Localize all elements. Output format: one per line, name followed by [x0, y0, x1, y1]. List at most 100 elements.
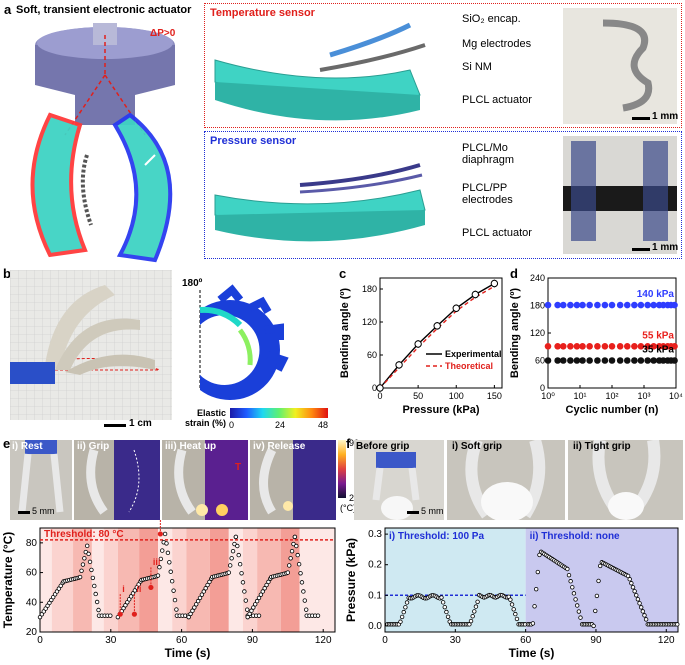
e-colorbar-unit: (°C): [340, 503, 357, 513]
data-point: [470, 614, 475, 619]
data-point: [566, 572, 572, 578]
data-point: [594, 342, 601, 350]
temp-scale-label: 1 mm: [652, 111, 679, 122]
data-point: [594, 301, 601, 309]
series-label: 35 kPa: [642, 345, 674, 356]
colorbar-tick-0: 0: [229, 420, 235, 430]
data-point: [642, 613, 647, 618]
colorbar-title-0: Elastic: [196, 408, 226, 418]
data-point: [594, 593, 600, 599]
step-rest: i) Rest: [12, 441, 43, 452]
y-tick-label: 120: [362, 317, 377, 327]
y-axis-label: Bending angle (º): [339, 288, 351, 379]
panel-f-letter: f: [346, 436, 351, 451]
step-release: iv) Release: [253, 441, 306, 452]
photo-grip: [74, 440, 160, 520]
panel-d-letter: d: [510, 266, 518, 281]
data-point: [240, 580, 246, 585]
pressure-sensor-box: [204, 131, 682, 259]
data-point: [597, 563, 603, 569]
data-point: [671, 357, 678, 364]
data-point: [468, 618, 474, 624]
panel-c-letter: c: [339, 266, 347, 281]
temperature-time-chart: Threshold: 80 °Ciiiiiiiv0306090120204060…: [1, 520, 336, 660]
data-point: [108, 613, 113, 618]
data-point: [586, 342, 593, 350]
marker-point: [148, 584, 154, 591]
x-tick-label: 30: [450, 635, 462, 646]
x-tick-label: 150: [487, 391, 502, 401]
scale-bar: [104, 424, 126, 427]
data-point: [239, 571, 244, 576]
panel-b-letter: b: [3, 266, 11, 281]
data-point: [245, 614, 250, 620]
data-point: [195, 598, 201, 604]
data-point: [127, 597, 132, 602]
colorbar-tick-1: 24: [275, 420, 286, 430]
data-point: [201, 589, 206, 594]
data-point: [188, 611, 193, 617]
data-point: [89, 567, 94, 573]
data-point: [533, 586, 539, 592]
data-point: [623, 357, 631, 364]
data-point: [623, 301, 631, 309]
data-point: [579, 301, 586, 309]
data-point: [245, 607, 250, 612]
data-point: [565, 566, 570, 572]
data-point: [236, 552, 241, 558]
data-point: [92, 583, 97, 589]
data-point: [637, 342, 645, 350]
data-point: [203, 586, 208, 591]
y-tick-label: 0.2: [368, 560, 382, 571]
data-point: [559, 357, 567, 364]
data-point: [96, 607, 101, 613]
marker-point: [157, 531, 163, 537]
y-axis-label: Temperature (°C): [1, 532, 15, 629]
data-point: [287, 563, 292, 568]
data-point: [237, 561, 243, 567]
data-point: [631, 357, 638, 364]
panel-a-letter: a: [4, 2, 12, 17]
data-point: [635, 597, 641, 602]
region-band: [385, 528, 526, 632]
strain-colorbar: [230, 408, 328, 418]
angle-label: 180º: [182, 278, 203, 289]
data-point: [295, 552, 300, 558]
temperature-sensor-photo: [563, 8, 677, 124]
panel-a-title: Soft, transient electronic actuator: [16, 4, 192, 16]
data-point: [567, 357, 574, 364]
data-point: [571, 591, 577, 596]
data-point: [671, 342, 678, 350]
background-band: [40, 528, 52, 632]
data-point: [172, 597, 178, 603]
marker-label: ii: [136, 584, 141, 594]
data-point: [190, 608, 195, 613]
x-tick-label: 10³: [637, 391, 650, 401]
data-point: [573, 357, 581, 364]
data-point: [167, 560, 172, 565]
data-point: [134, 585, 139, 590]
background-band: [280, 528, 300, 632]
data-point: [570, 585, 575, 590]
data-point: [567, 301, 574, 309]
data-point: [601, 342, 609, 350]
photo-soft-grip: [447, 440, 565, 520]
data-point: [508, 597, 513, 602]
data-point: [79, 568, 84, 573]
data-point: [433, 322, 441, 330]
pressure-sensor-title: Pressure sensor: [210, 135, 297, 147]
data-point: [304, 607, 309, 612]
photo-before-grip: [354, 440, 444, 520]
data-point: [82, 556, 87, 561]
data-point: [155, 573, 161, 578]
data-point: [490, 279, 499, 288]
bending-photo: [10, 270, 172, 420]
cyclic-bending-chart: 10⁰ 10¹ 10² 10³ 10⁴ 0 60 120 180 240 Cyclic number…: [509, 273, 683, 416]
x-tick-label: 90: [590, 635, 602, 646]
data-point: [616, 357, 624, 364]
step-grip: ii) Grip: [77, 441, 110, 452]
photo-tight-grip: [568, 440, 683, 520]
data-point: [401, 609, 406, 615]
marker-point: [117, 611, 123, 617]
colorbar-tick-2: 48: [318, 420, 329, 430]
